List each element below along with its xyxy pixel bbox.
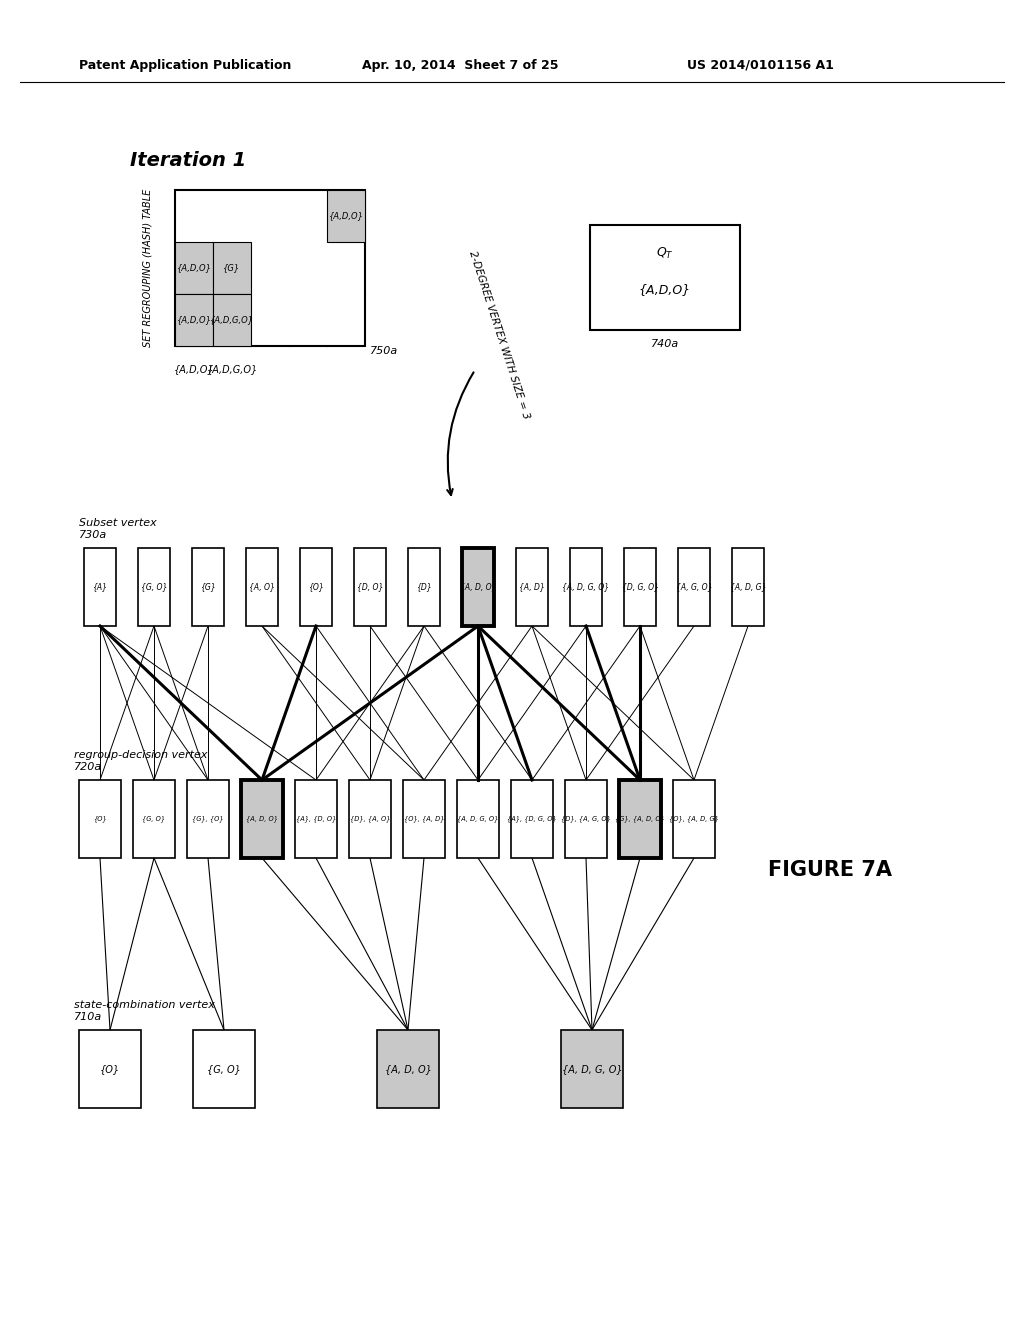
Text: {A}: {A} bbox=[92, 582, 108, 591]
Text: {G}: {G} bbox=[223, 264, 241, 272]
Bar bbox=[565, 780, 607, 858]
Text: {D}: {D} bbox=[416, 582, 432, 591]
Bar bbox=[349, 780, 391, 858]
Text: {A,D,O}: {A,D,O} bbox=[329, 211, 364, 220]
Bar bbox=[175, 242, 213, 294]
Bar bbox=[175, 294, 213, 346]
Text: {A, D, G, O}: {A, D, G, O} bbox=[458, 816, 499, 822]
Bar bbox=[570, 548, 602, 626]
Bar bbox=[300, 548, 332, 626]
Bar bbox=[295, 780, 337, 858]
Bar bbox=[193, 548, 224, 626]
Text: {A,D,G,O}: {A,D,G,O} bbox=[207, 364, 258, 374]
Bar bbox=[175, 190, 365, 346]
Text: {A, D, O}: {A, D, O} bbox=[246, 816, 278, 822]
Text: {A,D,O}: {A,D,O} bbox=[176, 264, 212, 272]
Bar bbox=[561, 1030, 623, 1107]
Bar bbox=[213, 242, 251, 294]
Bar bbox=[241, 780, 283, 858]
Text: {A, D, G, O}: {A, D, G, O} bbox=[562, 582, 609, 591]
Text: 750a: 750a bbox=[370, 346, 398, 356]
Bar bbox=[246, 548, 278, 626]
Text: US 2014/0101156 A1: US 2014/0101156 A1 bbox=[686, 58, 834, 71]
Text: {A, O}: {A, O} bbox=[249, 582, 274, 591]
Text: {D}, {A, O}: {D}, {A, O} bbox=[350, 816, 390, 822]
Text: SET REGROUPING (HASH) TABLE: SET REGROUPING (HASH) TABLE bbox=[142, 189, 152, 347]
Text: regroup-decision vertex
720a: regroup-decision vertex 720a bbox=[74, 750, 208, 772]
Text: Subset vertex
730a: Subset vertex 730a bbox=[79, 519, 157, 540]
Text: {A,D,O}: {A,D,O} bbox=[174, 364, 214, 374]
Bar bbox=[79, 780, 121, 858]
Text: {A,D,G,O}: {A,D,G,O} bbox=[210, 315, 254, 325]
Text: {G, O}: {G, O} bbox=[207, 1064, 241, 1074]
Text: {A, D, G}: {A, D, G} bbox=[730, 582, 766, 591]
Bar bbox=[457, 780, 499, 858]
Text: Apr. 10, 2014  Sheet 7 of 25: Apr. 10, 2014 Sheet 7 of 25 bbox=[361, 58, 558, 71]
Text: {G, O}: {G, O} bbox=[142, 816, 166, 822]
Text: Patent Application Publication: Patent Application Publication bbox=[79, 58, 291, 71]
Bar bbox=[193, 1030, 255, 1107]
Bar bbox=[408, 548, 440, 626]
Text: {A,D,O}: {A,D,O} bbox=[176, 315, 212, 325]
Text: {A, D, O}: {A, D, O} bbox=[460, 582, 497, 591]
Bar bbox=[516, 548, 548, 626]
Text: {D, O}: {D, O} bbox=[356, 582, 383, 591]
Bar bbox=[673, 780, 715, 858]
Text: {A, D, G, O}: {A, D, G, O} bbox=[562, 1064, 623, 1074]
Text: state-combination vertex
710a: state-combination vertex 710a bbox=[74, 1001, 215, 1022]
Bar bbox=[187, 780, 229, 858]
Text: {A,D,O}: {A,D,O} bbox=[639, 284, 691, 297]
Text: {G}: {G} bbox=[200, 582, 216, 591]
Text: {O}: {O} bbox=[308, 582, 324, 591]
Text: {G, O}: {G, O} bbox=[141, 582, 167, 591]
Text: {A, D}: {A, D} bbox=[519, 582, 545, 591]
Text: {O}, {A, D, G}: {O}, {A, D, G} bbox=[669, 816, 719, 822]
Bar bbox=[133, 780, 175, 858]
Text: {G}, {A, D, O}: {G}, {A, D, O} bbox=[615, 816, 665, 822]
Bar bbox=[511, 780, 553, 858]
Bar bbox=[138, 548, 170, 626]
Bar bbox=[327, 190, 365, 242]
Bar bbox=[462, 548, 494, 626]
Text: Iteration 1: Iteration 1 bbox=[130, 150, 246, 169]
Text: {G}, {O}: {G}, {O} bbox=[193, 816, 224, 822]
Text: {A}, {D, O}: {A}, {D, O} bbox=[296, 816, 336, 822]
Bar bbox=[377, 1030, 439, 1107]
Text: 740a: 740a bbox=[651, 339, 679, 348]
Text: {O}: {O} bbox=[93, 816, 106, 822]
Text: Q$_T$: Q$_T$ bbox=[656, 246, 674, 260]
Text: {O}, {A, D}: {O}, {A, D} bbox=[403, 816, 444, 822]
Bar bbox=[618, 780, 662, 858]
Bar bbox=[624, 548, 656, 626]
Text: {O}: {O} bbox=[100, 1064, 120, 1074]
Text: {A}, {D, G, O}: {A}, {D, G, O} bbox=[507, 816, 557, 822]
Text: {D, G, O}: {D, G, O} bbox=[622, 582, 658, 591]
Text: 2-DEGREE VERTEX WITH SIZE = 3: 2-DEGREE VERTEX WITH SIZE = 3 bbox=[467, 249, 531, 420]
Text: FIGURE 7A: FIGURE 7A bbox=[768, 861, 892, 880]
Bar bbox=[79, 1030, 141, 1107]
Bar bbox=[732, 548, 764, 626]
Text: {D}, {A, G, O}: {D}, {A, G, O} bbox=[561, 816, 611, 822]
Bar bbox=[590, 224, 740, 330]
Bar bbox=[354, 548, 386, 626]
Bar bbox=[403, 780, 445, 858]
Text: {A, D, O}: {A, D, O} bbox=[385, 1064, 431, 1074]
Bar bbox=[678, 548, 710, 626]
Bar bbox=[84, 548, 116, 626]
Bar bbox=[213, 294, 251, 346]
Text: {A, G, O}: {A, G, O} bbox=[676, 582, 713, 591]
